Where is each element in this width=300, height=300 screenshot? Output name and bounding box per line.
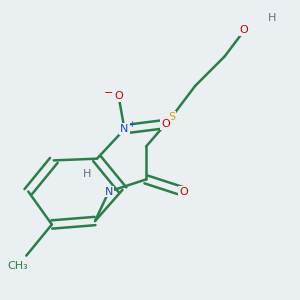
Text: H: H	[83, 169, 92, 179]
Text: O: O	[240, 26, 249, 35]
Text: N: N	[105, 187, 113, 196]
Text: N: N	[120, 124, 129, 134]
Text: O: O	[114, 91, 123, 101]
Text: O: O	[179, 187, 188, 196]
Text: −: −	[104, 88, 113, 98]
Text: H: H	[268, 14, 276, 23]
Text: +: +	[128, 120, 135, 129]
Text: S: S	[168, 112, 175, 122]
Text: O: O	[161, 119, 170, 129]
Text: CH₃: CH₃	[8, 261, 28, 271]
